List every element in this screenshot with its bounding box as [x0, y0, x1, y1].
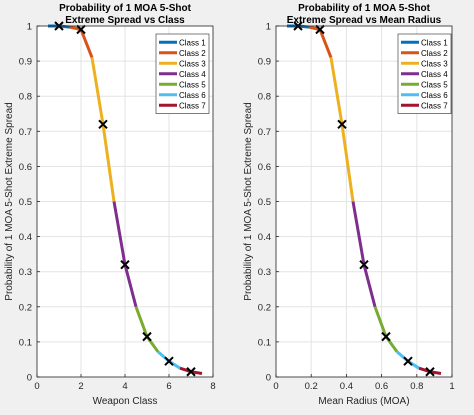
data-point-marker — [337, 119, 347, 129]
x-tick-label: 0.2 — [305, 381, 318, 392]
x-tick-label: 4 — [122, 381, 127, 392]
y-tick-label: 0 — [266, 373, 271, 384]
y-tick-label: 0.4 — [258, 232, 271, 243]
chart-title-line: Extreme Spread vs Mean Radius — [287, 15, 442, 26]
y-tick-label: 0.1 — [19, 337, 32, 348]
x-axis-label: Weapon Class — [93, 396, 158, 407]
y-tick-label: 0.9 — [19, 57, 32, 68]
y-tick-label: 0.5 — [19, 197, 32, 208]
y-tick-label: 0.1 — [258, 337, 271, 348]
y-tick-label: 0.3 — [258, 267, 271, 278]
data-point-marker — [142, 331, 152, 342]
legend-label-class-2: Class 2 — [421, 49, 448, 58]
data-point-marker — [425, 367, 435, 377]
y-axis-label: Probability of 1 MOA 5-Shot Extreme Spre… — [243, 102, 254, 300]
data-point-marker — [98, 119, 108, 129]
legend-label-class-1: Class 1 — [421, 38, 448, 47]
data-point-marker — [120, 259, 130, 270]
chart-mean-radius: 0 0.2 0.4 0.6 0.8 1 0 0.1 0.2 0.3 0.4 0.5 0.6 0.7 0.8 0… — [243, 3, 455, 407]
data-point-marker — [186, 367, 196, 377]
x-tick-label: 6 — [166, 381, 171, 392]
y-tick-label: 0.6 — [258, 162, 271, 173]
chart-title-line: Extreme Spread vs Class — [65, 15, 185, 26]
data-point-marker — [315, 24, 325, 35]
legend-label-class-5: Class 5 — [179, 80, 206, 89]
data-point-marker — [164, 356, 174, 366]
legend-label-class-7: Class 7 — [421, 101, 448, 110]
y-tick-label: 1 — [27, 22, 32, 33]
y-tick-label: 0.2 — [258, 302, 271, 313]
y-tick-label: 1 — [266, 22, 271, 33]
y-tick-label: 0.8 — [258, 92, 271, 103]
x-tick-label: 0 — [34, 381, 39, 392]
legend-label-class-6: Class 6 — [179, 91, 206, 100]
legend-label-class-3: Class 3 — [179, 59, 206, 68]
legend-label-class-3: Class 3 — [421, 59, 448, 68]
x-tick-label: 8 — [210, 381, 215, 392]
data-point-marker — [76, 24, 86, 35]
x-tick-label: 0.8 — [410, 381, 423, 392]
legend-label-class-7: Class 7 — [179, 101, 206, 110]
y-tick-label: 0.8 — [19, 92, 32, 103]
chart-weapon-class: 0 2 4 6 8 0 0.1 0.2 0.3 0.4 0.5 0.6 0.7 0.8 0.9 1 Probab… — [4, 3, 216, 407]
data-point-marker — [381, 331, 391, 342]
legend-label-class-4: Class 4 — [179, 70, 206, 79]
legend-label-class-2: Class 2 — [179, 49, 206, 58]
y-tick-label: 0 — [27, 373, 32, 384]
data-point-marker — [403, 356, 413, 366]
x-tick-label: 1 — [449, 381, 454, 392]
x-tick-label: 2 — [78, 381, 83, 392]
x-tick-label: 0.6 — [375, 381, 388, 392]
legend-label-class-6: Class 6 — [421, 91, 448, 100]
legend-label-class-1: Class 1 — [179, 38, 206, 47]
legend-label-class-5: Class 5 — [421, 80, 448, 89]
x-tick-label: 0.4 — [340, 381, 353, 392]
y-tick-label: 0.6 — [19, 162, 32, 173]
chart-title-line: Probability of 1 MOA 5-Shot — [298, 3, 431, 14]
data-point-marker — [359, 259, 369, 270]
y-tick-label: 0.3 — [19, 267, 32, 278]
y-tick-label: 0.5 — [258, 197, 271, 208]
y-tick-label: 0.9 — [258, 57, 271, 68]
y-tick-label: 0.7 — [19, 127, 32, 138]
y-tick-label: 0.4 — [19, 232, 32, 243]
x-tick-label: 0 — [273, 381, 278, 392]
legend-label-class-4: Class 4 — [421, 70, 448, 79]
y-tick-label: 0.2 — [19, 302, 32, 313]
chart-title-line: Probability of 1 MOA 5-Shot — [59, 3, 192, 14]
y-tick-label: 0.7 — [258, 127, 271, 138]
x-axis-label: Mean Radius (MOA) — [318, 396, 409, 407]
y-axis-label: Probability of 1 MOA 5-Shot Extreme Spre… — [4, 102, 15, 300]
